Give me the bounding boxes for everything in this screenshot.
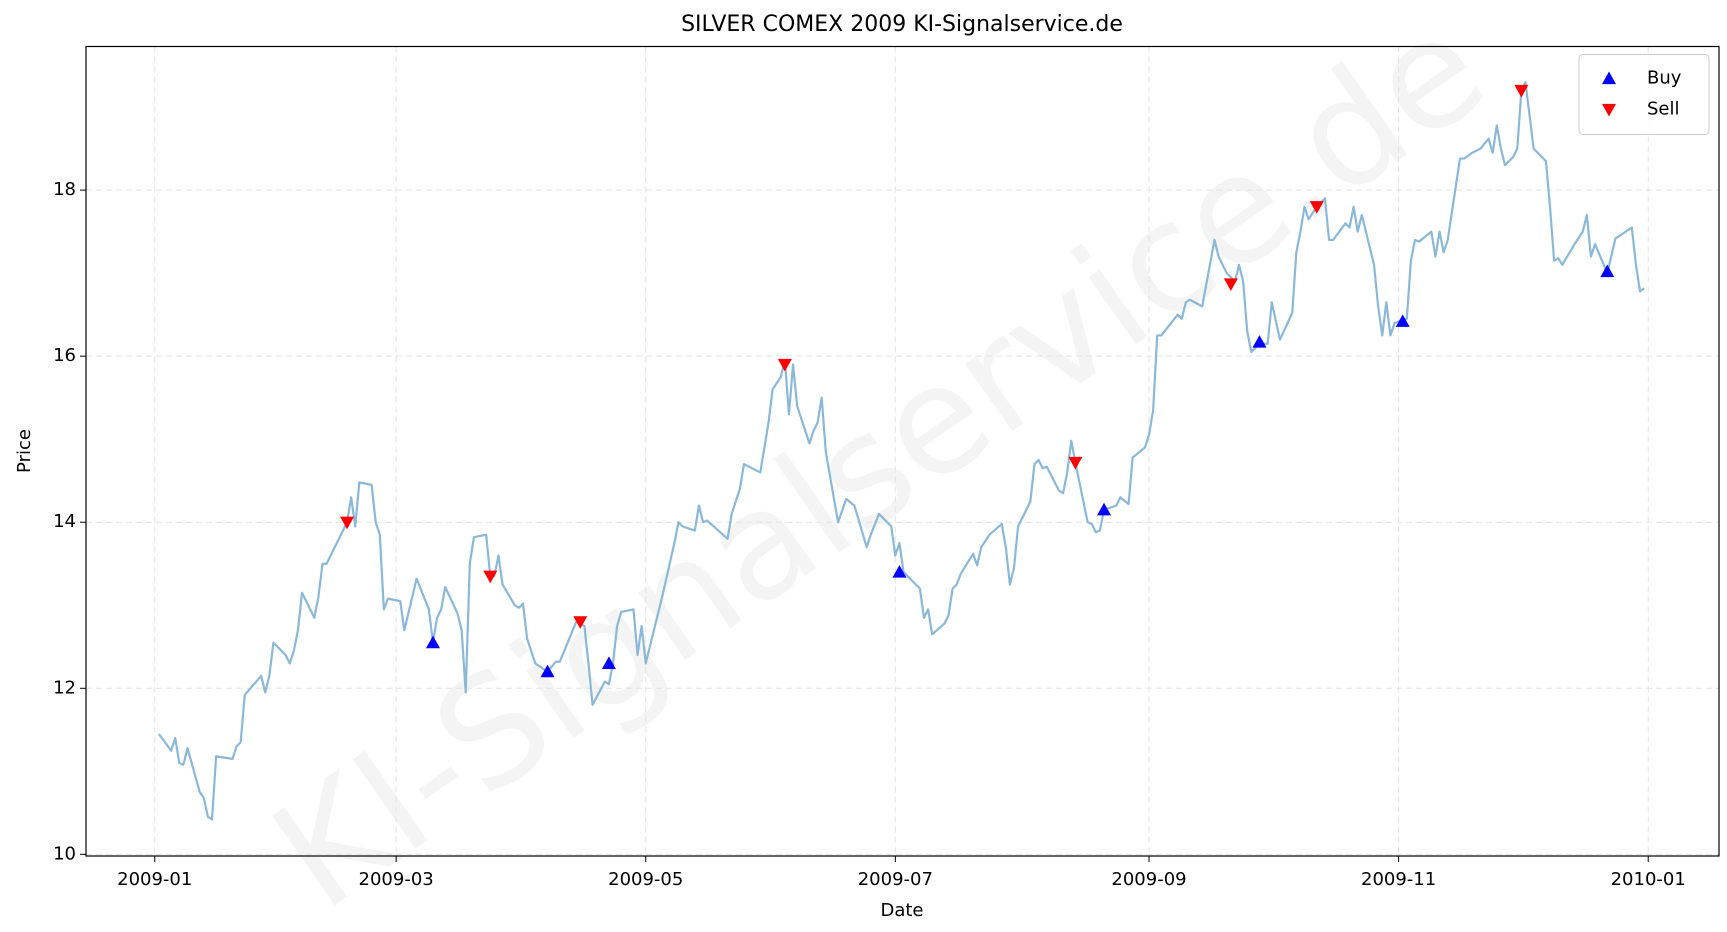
sell-marker xyxy=(1514,84,1529,98)
y-tick-label: 14 xyxy=(53,511,76,532)
buy-marker xyxy=(425,635,440,649)
sell-marker xyxy=(573,616,588,629)
y-tick-label: 18 xyxy=(53,179,76,200)
y-tick-label: 12 xyxy=(53,677,76,698)
sell-marker xyxy=(483,570,498,584)
x-tick-label: 2009-01 xyxy=(117,869,192,890)
watermark: KI-Signalservice.de xyxy=(244,0,1515,932)
x-tick-label: 2010-01 xyxy=(1611,869,1686,890)
buy-marker xyxy=(540,664,555,678)
x-tick-label: 2009-03 xyxy=(359,869,434,890)
sell-marker xyxy=(1309,201,1324,214)
x-tick-label: 2009-07 xyxy=(858,869,933,890)
sell-marker xyxy=(340,516,355,530)
buy-marker xyxy=(1395,314,1410,327)
x-tick-label: 2009-09 xyxy=(1111,869,1186,890)
y-tick-label: 10 xyxy=(53,843,76,864)
buy-marker xyxy=(1600,264,1615,278)
buy-marker xyxy=(1097,502,1112,516)
x-tick-label: 2009-11 xyxy=(1361,869,1436,890)
buy-marker xyxy=(892,565,907,578)
sell-marker xyxy=(777,358,792,372)
legend-marker xyxy=(1602,71,1616,85)
x-axis-label: Date xyxy=(880,900,923,921)
legend-label: Sell xyxy=(1647,99,1680,120)
price-line xyxy=(157,81,1645,821)
legend-label: Buy xyxy=(1647,68,1682,89)
buy-marker xyxy=(601,656,616,669)
legend-marker xyxy=(1602,103,1616,117)
buy-marker xyxy=(1252,335,1267,348)
y-tick-label: 16 xyxy=(53,345,76,366)
chart-title: SILVER COMEX 2009 KI-Signalservice.de xyxy=(681,12,1123,37)
y-axis-label: Price xyxy=(14,429,35,473)
plot-frame xyxy=(85,45,1720,857)
legend: Buy Sell xyxy=(1578,54,1710,135)
sell-marker xyxy=(1068,456,1083,470)
legend-box xyxy=(1578,54,1710,135)
x-tick-label: 2009-05 xyxy=(608,869,683,890)
sell-marker xyxy=(1223,278,1238,291)
